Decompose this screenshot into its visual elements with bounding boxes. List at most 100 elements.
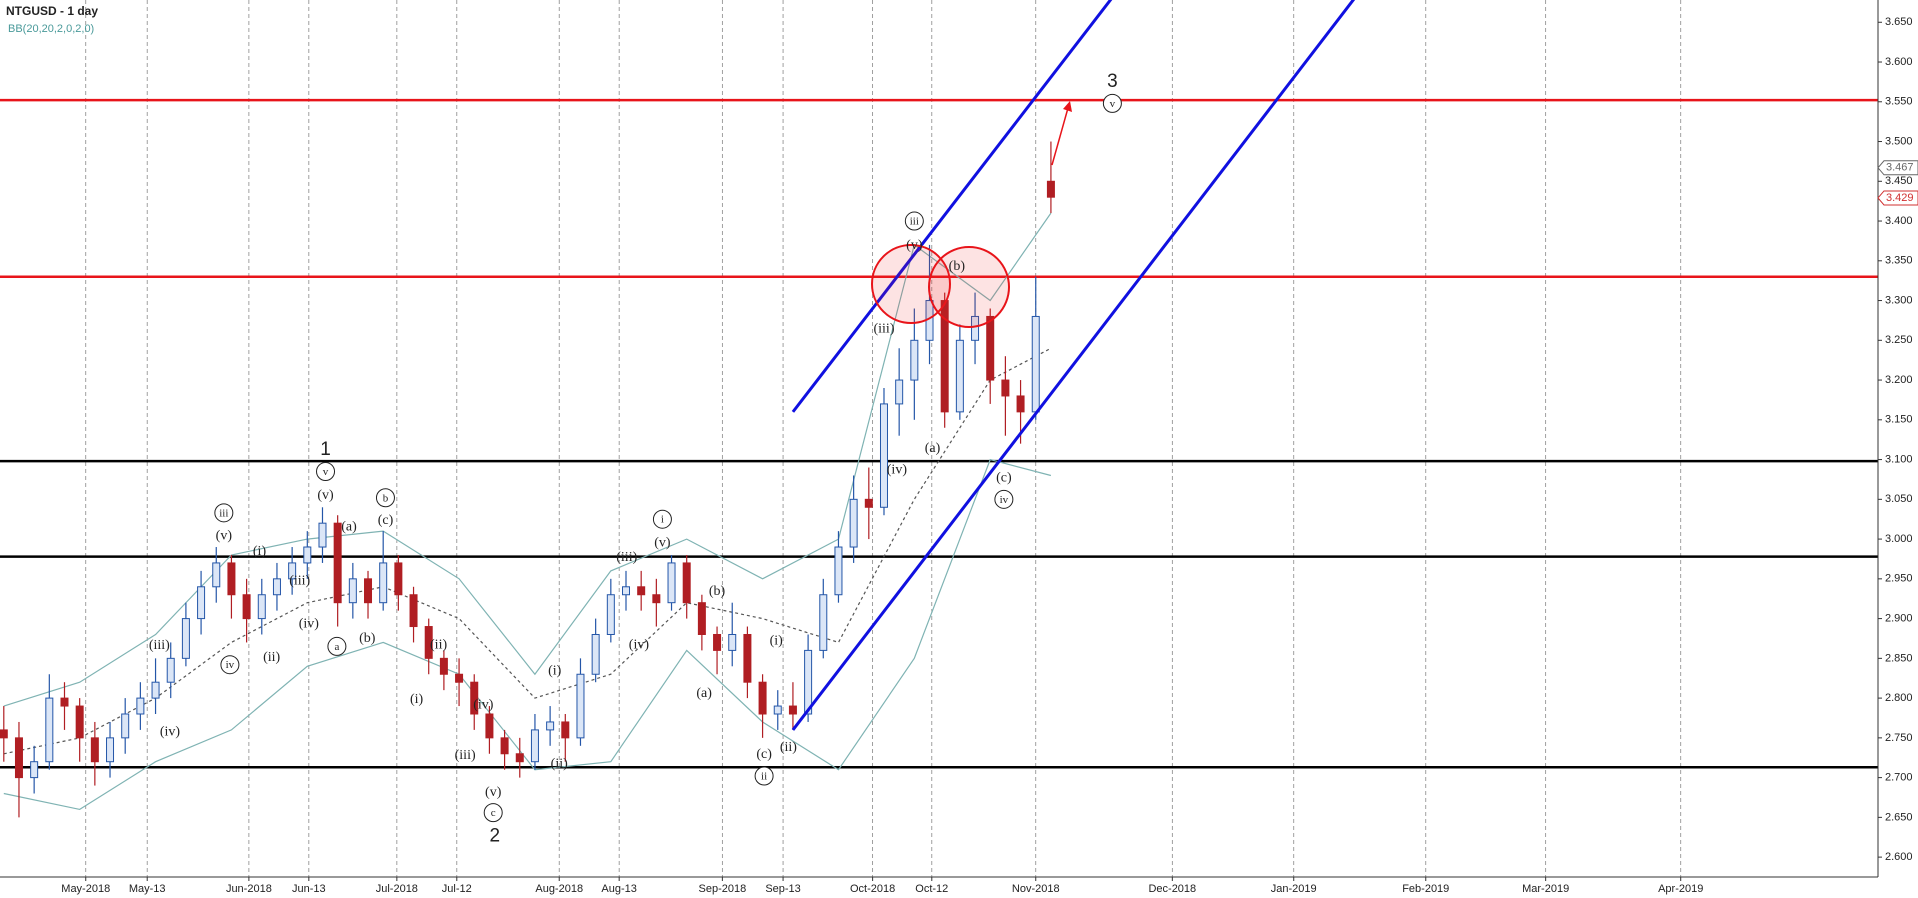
candle-body	[728, 633, 737, 651]
candle-body	[895, 379, 904, 405]
y-tick-label: 3.000	[1885, 533, 1913, 545]
candle-body	[546, 721, 555, 731]
x-tick-label: Apr-2019	[1658, 883, 1703, 895]
wave-label: (i)	[253, 544, 267, 559]
wave-label: (i)	[410, 692, 424, 707]
y-tick-label: 3.600	[1885, 56, 1913, 68]
candle-body	[515, 753, 524, 763]
candle-body	[394, 562, 403, 596]
wave-label: (b)	[359, 631, 376, 646]
candle-body	[197, 586, 206, 620]
y-tick-label: 2.650	[1885, 811, 1913, 823]
candle-body	[348, 578, 357, 604]
candle-body	[60, 697, 69, 707]
candle-body	[667, 562, 676, 604]
projection-arrow	[1051, 107, 1069, 166]
candle-body	[622, 586, 630, 596]
candle-body	[470, 681, 479, 715]
label-circle	[327, 636, 347, 656]
wave-label: 1	[320, 439, 331, 460]
candle-body	[606, 594, 615, 635]
wave-label: (iii)	[873, 322, 894, 337]
candle-body	[576, 673, 585, 739]
label-circle	[994, 489, 1014, 509]
candle-body	[1001, 379, 1010, 397]
x-tick-label: Mar-2019	[1522, 883, 1569, 895]
candle-body	[864, 498, 873, 508]
candle-body	[500, 737, 509, 755]
price-tag	[1877, 190, 1918, 206]
y-tick-label: 3.150	[1885, 414, 1913, 426]
wave-label: (iii)	[455, 748, 476, 763]
y-tick-label: 3.050	[1885, 493, 1913, 505]
wave-label: iii	[219, 507, 228, 519]
wave-label: (a)	[696, 686, 712, 701]
candle-body	[940, 300, 949, 413]
wave-label: (iv)	[629, 637, 650, 652]
x-tick-label: Dec-2018	[1148, 883, 1196, 895]
candle-body	[530, 729, 539, 763]
candle-body	[682, 562, 691, 604]
candle-body	[166, 657, 175, 683]
candle-body	[986, 315, 995, 381]
candle-body	[819, 594, 828, 651]
label-circle	[904, 211, 924, 231]
x-tick-label: Feb-2019	[1402, 883, 1449, 895]
chart-title: NTGUSD - 1 day	[6, 4, 98, 18]
wave-label: (a)	[925, 441, 941, 456]
candle-body	[106, 737, 115, 763]
candle-body	[30, 761, 39, 779]
candle-body	[242, 594, 251, 620]
wave-label: (i)	[548, 663, 562, 678]
wave-label: v	[1110, 98, 1116, 110]
candle-body	[288, 562, 297, 580]
candle-body	[409, 594, 418, 628]
label-circle	[483, 803, 503, 823]
wave-label: (iii)	[149, 638, 170, 653]
wave-label: iii	[910, 216, 919, 228]
y-tick-label: 2.700	[1885, 772, 1913, 784]
label-circle	[214, 503, 234, 523]
candle-body	[697, 602, 706, 635]
candle-body	[758, 681, 767, 715]
wave-label: (ii)	[780, 740, 797, 755]
candle-body	[849, 498, 858, 548]
wave-label: v	[323, 466, 329, 478]
y-tick-label: 3.300	[1885, 294, 1913, 306]
wave-label: iv	[226, 659, 235, 671]
band-line	[3, 458, 1052, 811]
price-tag	[1877, 160, 1918, 176]
candle-body	[0, 729, 8, 739]
label-circle	[220, 655, 240, 675]
wave-label: i	[661, 514, 664, 526]
wave-label: iv	[1000, 494, 1009, 506]
label-circle	[316, 461, 336, 481]
wave-label: (a)	[341, 520, 357, 535]
candle-body	[212, 562, 221, 588]
wave-label: b	[383, 492, 389, 504]
x-tick-label: Jul-2018	[376, 883, 418, 895]
label-circle	[1102, 93, 1122, 113]
y-tick-label: 3.400	[1885, 215, 1913, 227]
price-tag-label: 3.467	[1886, 162, 1914, 174]
y-tick-label: 2.750	[1885, 732, 1913, 744]
candle-body	[713, 633, 722, 651]
x-tick-label: Sep-13	[765, 883, 800, 895]
candle-body	[804, 649, 813, 715]
candle-body	[424, 626, 433, 659]
candle-body	[75, 705, 84, 739]
candle-body	[121, 713, 130, 739]
candle-body	[485, 713, 494, 739]
label-circle	[754, 766, 774, 786]
candle-body	[45, 697, 54, 763]
candle-body	[1046, 180, 1055, 198]
wave-label: (c)	[996, 470, 1012, 485]
candle-body	[227, 562, 236, 596]
y-tick-label: 3.550	[1885, 96, 1913, 108]
wave-label: ii	[761, 771, 767, 783]
x-tick-label: Oct-2018	[850, 883, 895, 895]
candle-body	[439, 657, 448, 675]
y-tick-label: 3.500	[1885, 135, 1913, 147]
candle-body	[181, 618, 190, 659]
y-tick-label: 3.250	[1885, 334, 1913, 346]
